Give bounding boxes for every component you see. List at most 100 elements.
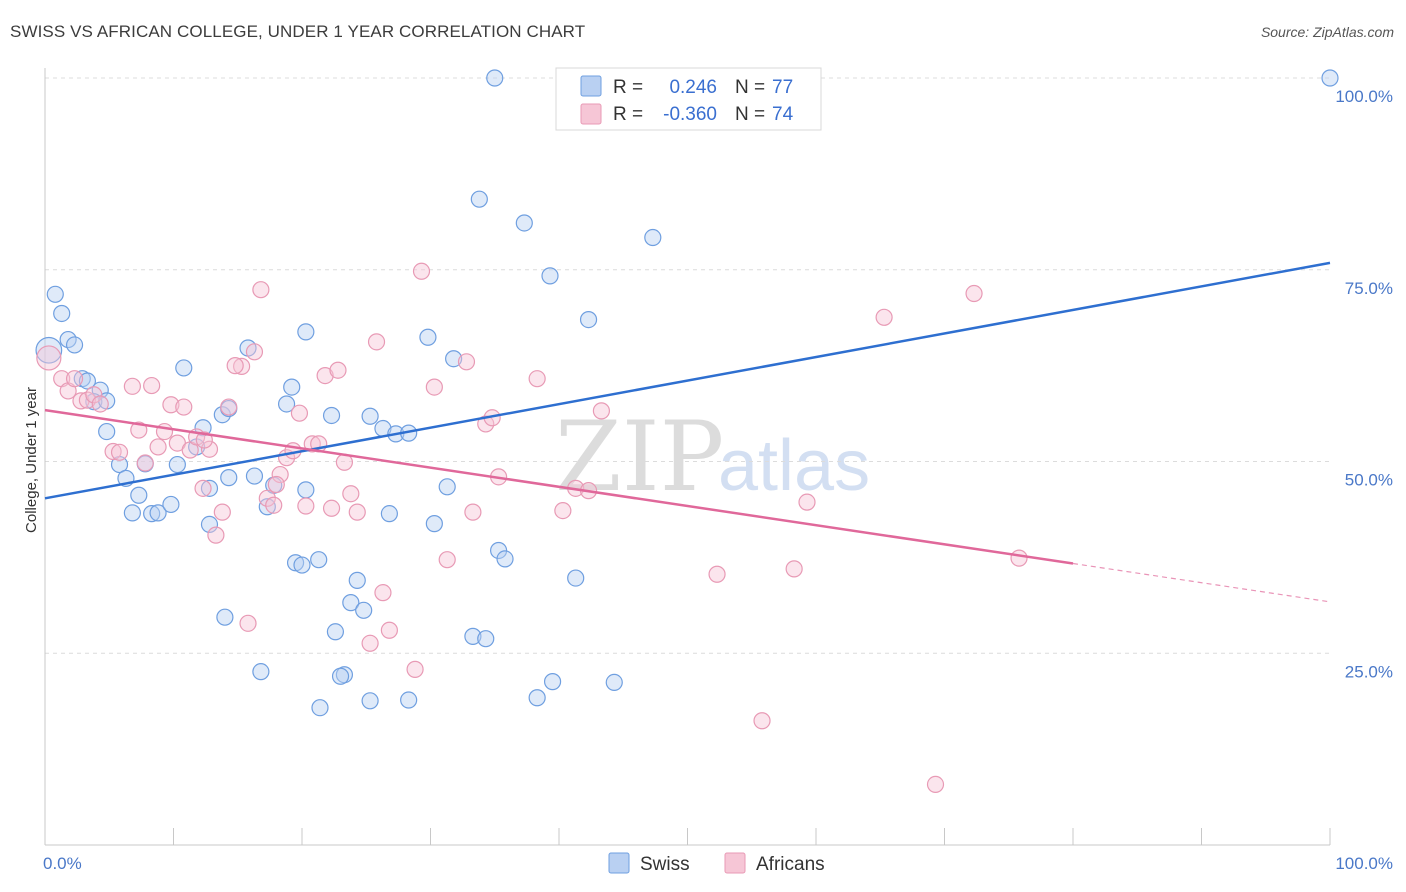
chart-source: Source: ZipAtlas.com: [1260, 24, 1394, 40]
swiss-point-68: [361, 692, 379, 710]
swiss-point-63: [605, 673, 623, 691]
swiss-point-61: [567, 569, 585, 587]
swiss-point-55: [477, 630, 495, 648]
africans-point-32: [271, 465, 289, 484]
africans-point-53: [457, 353, 476, 371]
swiss-point-57: [496, 550, 514, 568]
africans-point-27: [239, 614, 257, 632]
africans-point-69: [965, 284, 983, 303]
africans-point-48: [380, 621, 398, 639]
swiss-point-51: [438, 478, 456, 496]
swiss-point-43: [355, 601, 373, 619]
africans-point-59: [554, 501, 572, 520]
africans-point-43: [342, 485, 360, 503]
swiss-point-14: [123, 504, 141, 522]
africans-point-6: [85, 386, 103, 404]
africans-point-11: [130, 421, 148, 439]
swiss-point-13: [130, 486, 148, 504]
africans-trend-line: [44, 408, 1074, 565]
swiss-point-70: [543, 673, 562, 691]
legend-n-value-swiss: 77: [772, 77, 793, 98]
legend-r-value-africans: -0.360: [663, 104, 717, 125]
africans-point-58: [528, 370, 546, 388]
africans-point-67: [875, 308, 893, 326]
swiss-series: [35, 69, 1339, 717]
africans-point-23: [207, 526, 225, 544]
swiss-point-32: [277, 395, 296, 413]
bottom-legend-label-africans: Africans: [756, 854, 825, 875]
x-tick-label-0: 0.0%: [43, 854, 82, 873]
y-tick-label-3: 100.0%: [1335, 87, 1393, 106]
africans-point-36: [297, 497, 315, 515]
y-tick-label-1: 50.0%: [1345, 471, 1393, 490]
swiss-point-52: [445, 350, 463, 368]
legend-swatch-africans: [580, 103, 602, 125]
swiss-point-27: [220, 469, 238, 487]
swiss-point-62: [579, 311, 598, 329]
africans-point-45: [361, 634, 379, 652]
africans-point-31: [265, 496, 283, 514]
trend-lines: [44, 261, 1331, 603]
africans-point-9: [110, 443, 129, 461]
chart-title: SWISS VS AFRICAN COLLEGE, UNDER 1 YEAR C…: [10, 22, 586, 41]
legend-swatch-swiss: [580, 75, 602, 97]
x-tick-label-1: 100.0%: [1335, 854, 1393, 873]
swiss-point-75: [331, 667, 350, 685]
swiss-point-35: [297, 481, 315, 499]
swiss-point-64: [644, 228, 662, 247]
africans-point-3: [65, 370, 84, 388]
africans-point-39: [316, 366, 334, 385]
legend-n-label-africans: N =: [735, 104, 765, 125]
legend-r-label-swiss: R =: [613, 77, 643, 98]
bottom-legend-label-swiss: Swiss: [640, 854, 690, 875]
swiss-point-2: [53, 304, 71, 323]
africans-point-68: [926, 775, 945, 794]
swiss-point-65: [486, 69, 504, 87]
swiss-point-16: [149, 504, 167, 522]
africans-point-22: [200, 440, 219, 458]
swiss-point-73: [1321, 69, 1339, 87]
africans-point-50: [412, 262, 431, 280]
swiss-point-76: [293, 556, 311, 574]
africans-point-46: [367, 333, 386, 351]
swiss-point-59: [528, 689, 546, 707]
swiss-point-69: [400, 691, 418, 709]
africans-point-70: [1010, 549, 1028, 567]
swiss-point-33: [283, 378, 301, 396]
africans-point-24: [213, 503, 231, 521]
watermark-atlas: atlas: [718, 426, 870, 506]
swiss-point-24: [200, 515, 219, 533]
swiss-point-67: [311, 699, 329, 717]
africans-point-29: [252, 281, 270, 299]
africans-point-73: [226, 357, 244, 375]
swiss-point-0: [35, 336, 63, 364]
africans-point-18: [175, 398, 193, 416]
africans-trend-line-extension: [1072, 562, 1331, 603]
africans-point-55: [477, 415, 495, 433]
africans-point-10: [123, 377, 141, 395]
swiss-point-36: [297, 323, 315, 341]
swiss-point-46: [380, 505, 398, 523]
watermark-zip: ZIP: [555, 401, 724, 513]
bottom-legend: Swiss Africans: [608, 852, 825, 875]
bottom-legend-swatch-swiss: [608, 852, 630, 874]
africans-point-26: [233, 357, 251, 375]
y-tick-label-0: 25.0%: [1345, 662, 1393, 681]
swiss-point-39: [326, 623, 345, 641]
swiss-point-10: [98, 422, 116, 441]
africans-point-28: [245, 343, 264, 361]
africans-point-52: [438, 551, 456, 569]
africans-point-64: [753, 712, 771, 730]
y-tick-label-2: 75.0%: [1345, 279, 1393, 298]
africans-point-47: [374, 584, 392, 602]
africans-point-62: [592, 402, 611, 420]
swiss-point-54: [470, 190, 488, 208]
africans-point-13: [143, 376, 161, 395]
africans-point-65: [785, 560, 803, 578]
swiss-point-21: [194, 419, 212, 437]
swiss-point-6: [78, 372, 97, 390]
africans-point-41: [329, 361, 347, 379]
tick-labels: 25.0% 50.0% 75.0% 100.0% 0.0% 100.0%: [43, 87, 1393, 873]
swiss-point-53: [464, 627, 482, 645]
